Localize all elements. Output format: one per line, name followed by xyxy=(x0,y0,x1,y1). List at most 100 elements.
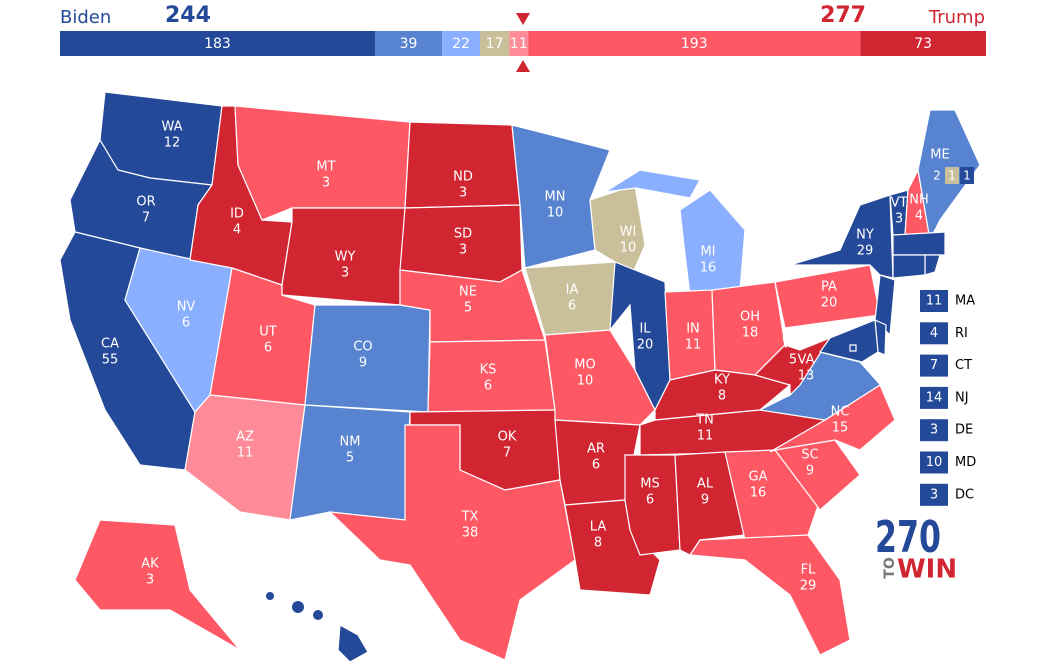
state-votes: 4 xyxy=(233,223,241,238)
state-votes: 29 xyxy=(857,244,874,259)
state-votes: 6 xyxy=(264,341,272,356)
state-shape xyxy=(892,254,926,279)
state-votes: 10 xyxy=(620,241,637,256)
logo-win: WIN xyxy=(897,555,957,585)
tally-bar: 183 39 22 17 11 193 73 xyxy=(60,31,986,56)
callout-box xyxy=(920,290,948,312)
state-name: AZ xyxy=(236,430,254,445)
state-votes: 6 xyxy=(646,493,654,508)
state-votes: 6 xyxy=(568,299,576,314)
state-name: SD xyxy=(454,227,472,242)
state-votes: 38 xyxy=(462,526,479,541)
district-votes: 1 xyxy=(948,169,956,183)
state-name: AR xyxy=(587,442,605,457)
state-name: MN xyxy=(545,190,566,205)
callout-name: DC xyxy=(955,487,974,502)
state-votes: 6 xyxy=(484,379,492,394)
state-name: TX xyxy=(461,510,479,525)
bar-label: 17 xyxy=(486,36,504,52)
state-name: LA xyxy=(590,520,607,535)
state-votes: 5 xyxy=(346,451,354,466)
state-shape xyxy=(753,336,832,397)
state-votes: 3 xyxy=(459,243,467,258)
callout-box xyxy=(920,451,948,474)
bar-segment xyxy=(442,31,480,56)
bar-label: 11 xyxy=(510,36,528,52)
state-votes: 20 xyxy=(637,338,654,353)
callout-votes: 10 xyxy=(926,455,943,470)
district-votes: 1 xyxy=(963,169,971,183)
callout-name: MD xyxy=(955,455,976,470)
state-votes: 3 xyxy=(341,266,349,281)
bar-label: 183 xyxy=(204,36,231,52)
callout-votes: 3 xyxy=(930,423,938,438)
state-shape xyxy=(789,194,894,279)
state-name: NV xyxy=(177,300,196,315)
bar-segment xyxy=(479,31,510,56)
right-name: Trump xyxy=(928,7,985,28)
state-votes: 5 xyxy=(464,301,472,316)
state-votes: 3 xyxy=(146,573,154,588)
state-name: SC xyxy=(801,448,818,463)
state-name: VA xyxy=(798,353,815,368)
state-votes: 10 xyxy=(547,206,564,221)
state-shape xyxy=(544,329,656,426)
state-name: WV xyxy=(782,337,804,352)
state-name: OK xyxy=(498,430,517,445)
bar-label: 22 xyxy=(452,36,470,52)
callout-votes: 7 xyxy=(930,358,938,373)
state-name: VT xyxy=(891,196,908,211)
state-name: UT xyxy=(259,325,277,340)
state-votes: 4 xyxy=(318,646,326,661)
state-votes: 13 xyxy=(798,369,815,384)
state-name: NE xyxy=(459,285,477,300)
state-name: NC xyxy=(831,405,850,420)
district-votes: 2 xyxy=(933,169,941,183)
state-votes: 55 xyxy=(102,353,119,368)
state-name: NH xyxy=(909,193,929,208)
state-name: HI xyxy=(315,630,329,645)
state-votes: 16 xyxy=(700,261,717,276)
bar-label: 73 xyxy=(914,36,932,52)
state-name: KS xyxy=(480,363,497,378)
state-name: IL xyxy=(639,322,651,337)
logo: 270 TO WIN xyxy=(875,512,957,585)
state-votes: 18 xyxy=(742,326,759,341)
bar-segment xyxy=(60,31,375,56)
bar-label: 39 xyxy=(400,36,418,52)
state-votes: 7 xyxy=(142,211,150,226)
state-name: MS xyxy=(640,477,659,492)
state-name: OH xyxy=(740,310,760,325)
district-box xyxy=(930,167,944,184)
state-name: MO xyxy=(574,358,595,373)
district-box xyxy=(960,167,974,184)
majority-marker xyxy=(516,60,530,72)
state-votes: 15 xyxy=(832,421,849,436)
left-name: Biden xyxy=(60,7,111,28)
state-votes: 7 xyxy=(503,446,511,461)
bar-label: 193 xyxy=(681,36,708,52)
state-votes: 3 xyxy=(322,176,330,191)
state-name: WI xyxy=(620,225,637,240)
state-name: IA xyxy=(566,283,579,298)
callout-name: MA xyxy=(955,294,975,309)
callout-name: DE xyxy=(955,423,973,438)
callout-votes: 14 xyxy=(926,390,943,405)
callout-votes: 4 xyxy=(930,326,938,341)
state-votes: 9 xyxy=(806,464,814,479)
state-name: CA xyxy=(101,337,119,352)
majority-marker xyxy=(516,13,530,25)
state-votes: 20 xyxy=(821,296,838,311)
state-name: ID xyxy=(230,207,244,222)
state-name: WA xyxy=(161,120,182,135)
state-shape xyxy=(724,449,821,541)
state-votes: 5 xyxy=(789,353,797,368)
state-name: MI xyxy=(700,245,715,260)
island xyxy=(266,592,274,600)
us-map xyxy=(59,91,981,663)
state-votes: 12 xyxy=(164,136,181,151)
island xyxy=(292,601,304,613)
state-name: FL xyxy=(801,563,816,578)
